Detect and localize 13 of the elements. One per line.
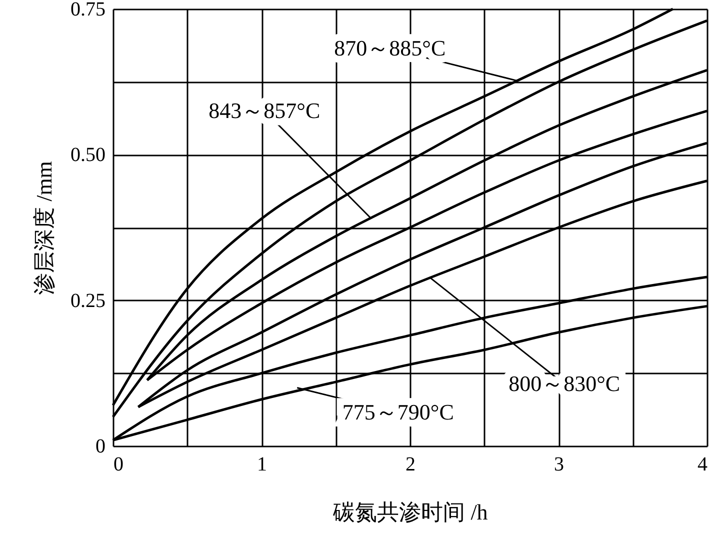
y-tick-label: 0 — [96, 436, 106, 458]
y-axis-title: 渗层深度 /mm — [32, 161, 56, 295]
x-tick-label: 4 — [698, 454, 708, 476]
x-axis-title: 碳氮共渗时间 /h — [332, 500, 488, 524]
annotation: 800～830°C — [508, 371, 620, 396]
x-tick-label: 0 — [114, 454, 124, 476]
y-tick-label: 0.25 — [70, 290, 106, 312]
x-tick-label: 1 — [257, 454, 267, 476]
x-tick-label: 2 — [406, 454, 416, 476]
x-tick-label: 3 — [554, 454, 564, 476]
y-tick-label: 0.50 — [70, 144, 106, 166]
annotation: 843～857°C — [208, 98, 320, 123]
y-tick-label: 0.75 — [70, 0, 106, 20]
